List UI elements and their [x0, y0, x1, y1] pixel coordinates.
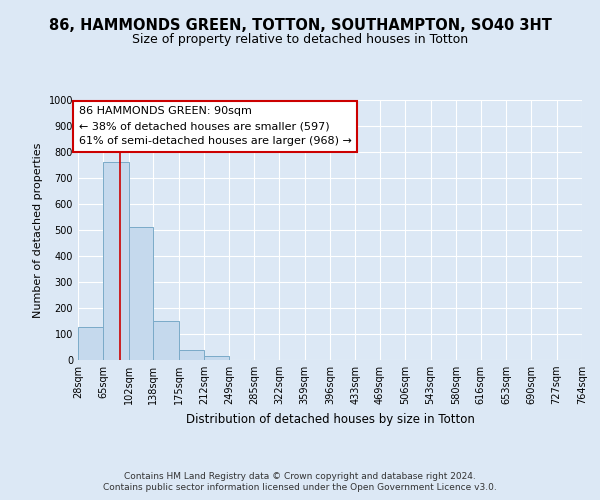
- Bar: [154, 321, 179, 360]
- Bar: [128, 228, 154, 360]
- Text: Contains public sector information licensed under the Open Government Licence v3: Contains public sector information licen…: [103, 484, 497, 492]
- Y-axis label: Number of detached properties: Number of detached properties: [33, 142, 43, 318]
- Text: Contains HM Land Registry data © Crown copyright and database right 2024.: Contains HM Land Registry data © Crown c…: [124, 472, 476, 481]
- Text: 86 HAMMONDS GREEN: 90sqm
← 38% of detached houses are smaller (597)
61% of semi-: 86 HAMMONDS GREEN: 90sqm ← 38% of detach…: [79, 106, 352, 146]
- Bar: [103, 162, 128, 360]
- Bar: [78, 327, 103, 360]
- Text: Size of property relative to detached houses in Totton: Size of property relative to detached ho…: [132, 32, 468, 46]
- X-axis label: Distribution of detached houses by size in Totton: Distribution of detached houses by size …: [185, 412, 475, 426]
- Bar: [204, 356, 229, 360]
- Bar: [179, 350, 204, 360]
- Text: 86, HAMMONDS GREEN, TOTTON, SOUTHAMPTON, SO40 3HT: 86, HAMMONDS GREEN, TOTTON, SOUTHAMPTON,…: [49, 18, 551, 32]
